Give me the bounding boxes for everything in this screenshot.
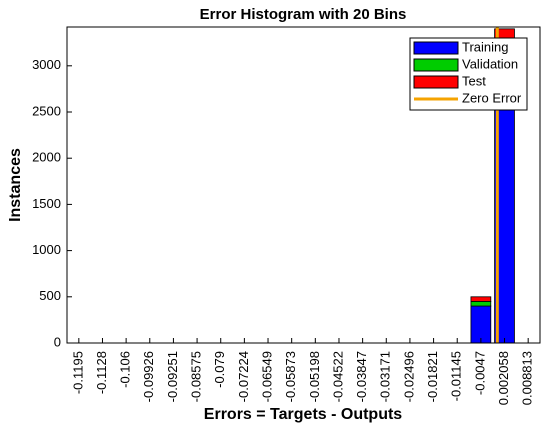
y-tick-label: 2000: [32, 150, 61, 165]
y-tick-label: 2500: [32, 103, 61, 118]
x-tick-label: -0.03847: [354, 351, 369, 402]
x-tick-label: -0.07224: [236, 351, 251, 402]
x-tick-label: -0.1128: [94, 351, 109, 394]
x-tick-label: -0.05198: [307, 351, 322, 402]
bar: [470, 301, 492, 307]
x-tick-label: -0.079: [212, 351, 227, 388]
x-tick-label: -0.05873: [283, 351, 298, 402]
chart-title: Error Histogram with 20 Bins: [200, 6, 407, 23]
bar: [470, 305, 492, 344]
legend: Training Validation Test Zero Error: [409, 37, 528, 111]
y-tick-label: 1000: [32, 242, 61, 257]
y-tick-label: 500: [39, 288, 61, 303]
legend-swatch: [413, 58, 459, 72]
legend-label: Validation: [462, 56, 518, 71]
legend-label: Training: [462, 39, 508, 54]
x-tick-label: -0.03171: [378, 351, 393, 402]
y-tick-label: 0: [54, 334, 61, 349]
legend-label: Zero Error: [462, 90, 522, 105]
x-tick-label: -0.04522: [330, 351, 345, 402]
y-tick-label: 1500: [32, 196, 61, 211]
x-tick-label: -0.1195: [70, 351, 85, 394]
x-tick-label: -0.09251: [165, 351, 180, 402]
x-tick-label: -0.01821: [425, 351, 440, 402]
x-tick-label: -0.02496: [401, 351, 416, 402]
axes-box: [66, 26, 541, 344]
x-tick-label: -0.06549: [259, 351, 274, 402]
x-axis-label: Errors = Targets - Outputs: [204, 406, 403, 423]
x-tick-label: -0.01145: [449, 351, 464, 401]
bar: [470, 296, 492, 302]
x-tick-label: 0.002058: [496, 351, 511, 405]
legend-swatch: [413, 41, 459, 55]
x-tick-label: 0.008813: [520, 351, 535, 405]
legend-label: Test: [462, 73, 486, 88]
x-tick-label: -0.0047: [472, 351, 487, 395]
legend-swatch: [413, 75, 459, 89]
y-tick-label: 3000: [32, 57, 61, 72]
x-tick-label: -0.106: [118, 351, 133, 388]
x-tick-label: -0.08575: [189, 351, 204, 402]
x-tick-label: -0.09926: [141, 351, 156, 402]
y-axis-label: Instances: [7, 148, 24, 222]
